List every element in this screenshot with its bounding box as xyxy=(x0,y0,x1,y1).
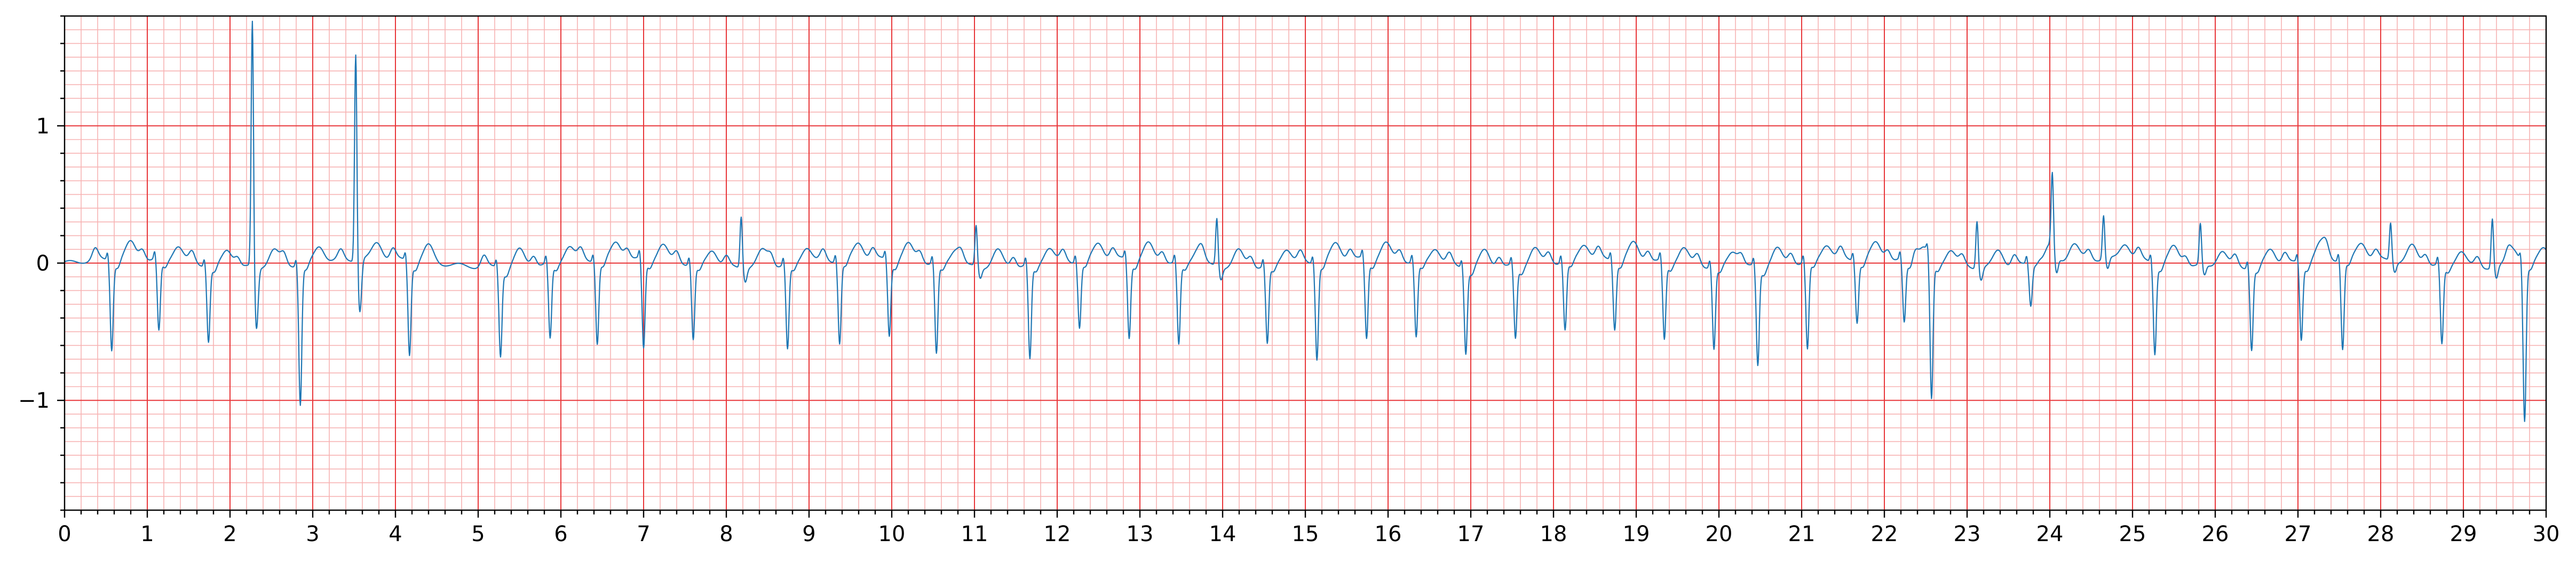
x-tick-label: 1 xyxy=(140,522,154,546)
x-axis-ticks: 0 1 2 3 4 5 6 7 8 9 10 11 12 13 14 15 16 17 18 19 20 21 22 23 24… xyxy=(58,510,2559,546)
x-tick-label: 7 xyxy=(637,522,650,546)
x-tick-label: 13 xyxy=(1127,522,1154,546)
x-tick-label: 9 xyxy=(802,522,815,546)
y-axis-ticks: −1 0 1 xyxy=(18,15,65,511)
x-tick-label: 15 xyxy=(1292,522,1319,546)
x-tick-label: 21 xyxy=(1788,522,1816,546)
x-tick-label: 28 xyxy=(2367,522,2395,546)
x-tick-label: 26 xyxy=(2202,522,2229,546)
x-tick-label: 11 xyxy=(961,522,988,546)
x-tick-label: 24 xyxy=(2036,522,2064,546)
x-tick-label: 10 xyxy=(878,522,906,546)
x-tick-label: 29 xyxy=(2450,522,2477,546)
x-tick-label: 27 xyxy=(2285,522,2312,546)
x-tick-label: 14 xyxy=(1209,522,1237,546)
x-tick-label: 23 xyxy=(1954,522,1981,546)
x-tick-label: 30 xyxy=(2533,522,2560,546)
x-tick-label: 4 xyxy=(389,522,402,546)
x-tick-label: 20 xyxy=(1706,522,1733,546)
y-tick-label: 1 xyxy=(36,114,50,139)
x-tick-label: 3 xyxy=(306,522,319,546)
x-tick-label: 2 xyxy=(223,522,236,546)
x-tick-label: 8 xyxy=(719,522,733,546)
x-tick-label: 18 xyxy=(1540,522,1567,546)
x-tick-label: 17 xyxy=(1457,522,1485,546)
y-tick-label: −1 xyxy=(18,388,50,413)
y-tick-label: 0 xyxy=(36,251,50,276)
trace-layer xyxy=(64,20,2547,422)
x-tick-label: 19 xyxy=(1623,522,1650,546)
x-tick-label: 16 xyxy=(1375,522,1402,546)
x-tick-label: 12 xyxy=(1044,522,1071,546)
x-tick-label: 0 xyxy=(58,522,71,546)
x-tick-label: 6 xyxy=(554,522,567,546)
x-tick-label: 22 xyxy=(1871,522,1898,546)
x-tick-label: 5 xyxy=(471,522,485,546)
ecg-trace-line xyxy=(64,20,2547,422)
x-tick-label: 25 xyxy=(2119,522,2146,546)
